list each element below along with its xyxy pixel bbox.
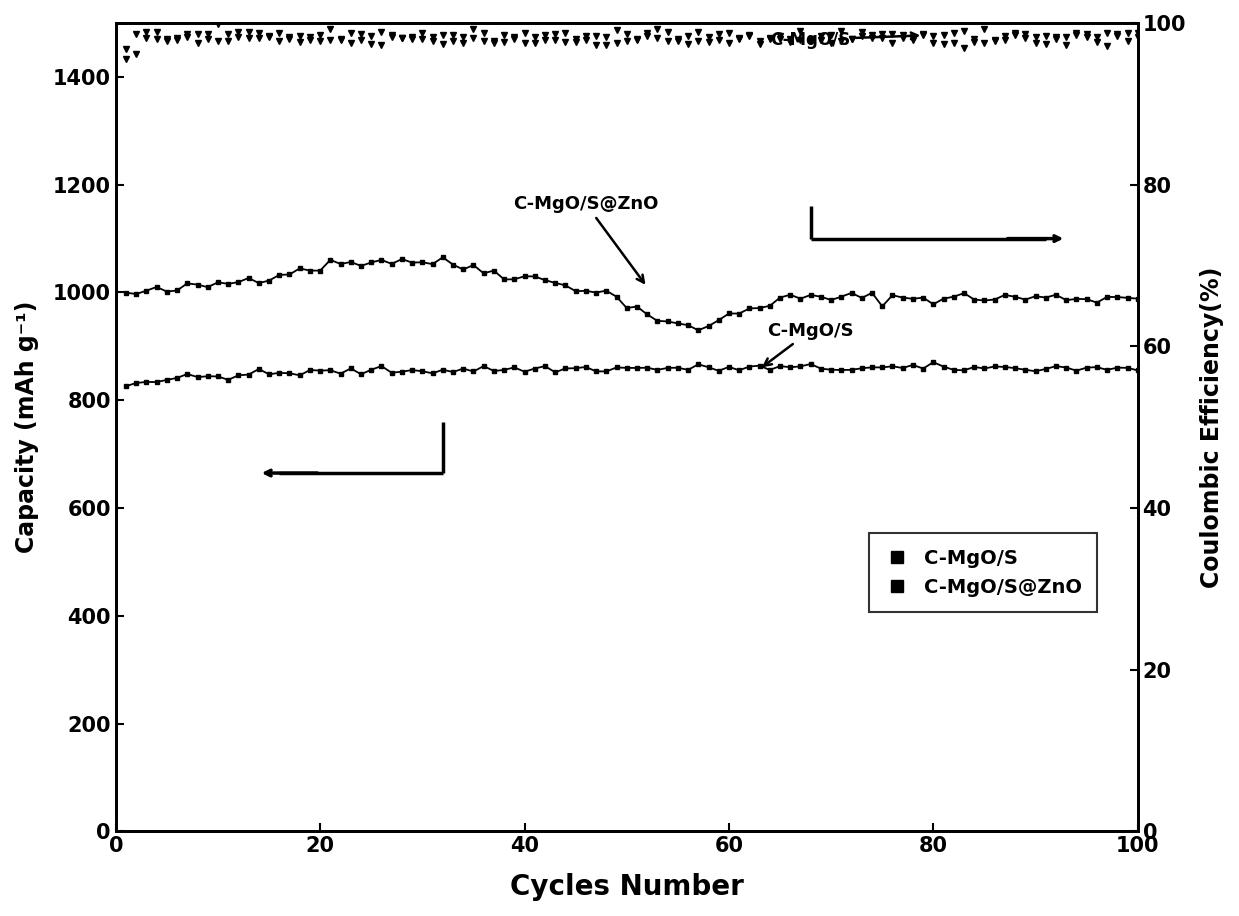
Text: C-MgO/S@ZnO: C-MgO/S@ZnO (513, 195, 659, 283)
Y-axis label: Coulombic Efficiency(%): Coulombic Efficiency(%) (1201, 267, 1224, 588)
Y-axis label: Capacity (mAh g⁻¹): Capacity (mAh g⁻¹) (15, 301, 38, 553)
Text: C-MgO/S: C-MgO/S (764, 322, 854, 365)
Legend: C-MgO/S, C-MgO/S@ZnO: C-MgO/S, C-MgO/S@ZnO (870, 533, 1098, 612)
X-axis label: Cycles Number: Cycles Number (509, 873, 743, 901)
Text: C-MgO/S: C-MgO/S (769, 30, 918, 49)
